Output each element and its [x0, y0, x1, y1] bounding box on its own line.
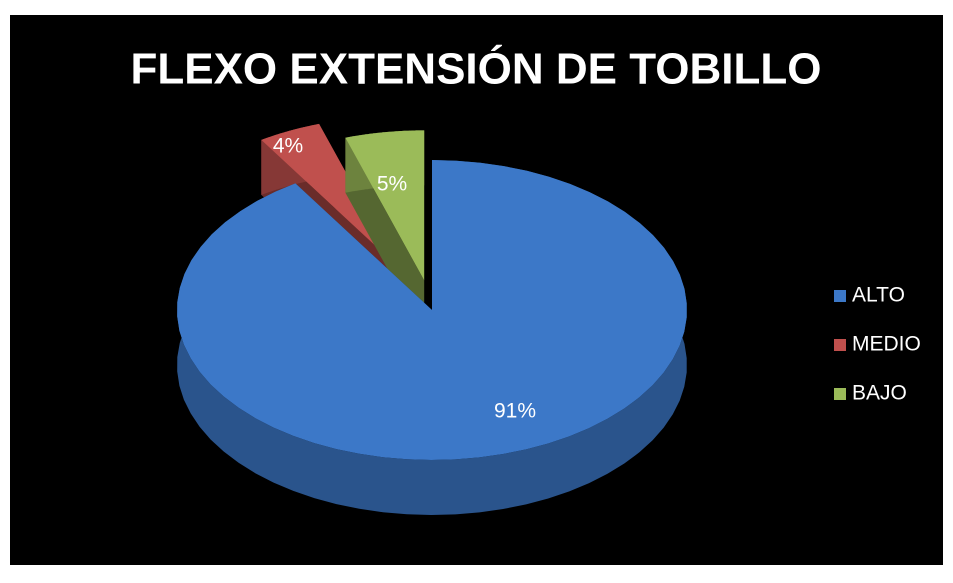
legend-label: ALTO — [852, 284, 905, 307]
slice — [345, 130, 425, 281]
legend-swatch — [834, 290, 846, 302]
legend-swatch — [834, 388, 846, 400]
chart-title: FLEXO EXTENSIÓN DE TOBILLO — [130, 44, 821, 94]
data-label: 91% — [494, 400, 536, 423]
legend-swatch — [834, 339, 846, 351]
slice — [177, 160, 687, 460]
data-label: 5% — [377, 173, 407, 196]
legend-label: MEDIO — [852, 333, 921, 356]
legend-label: BAJO — [852, 382, 907, 405]
slice — [261, 123, 398, 267]
data-label: 4% — [273, 135, 303, 158]
